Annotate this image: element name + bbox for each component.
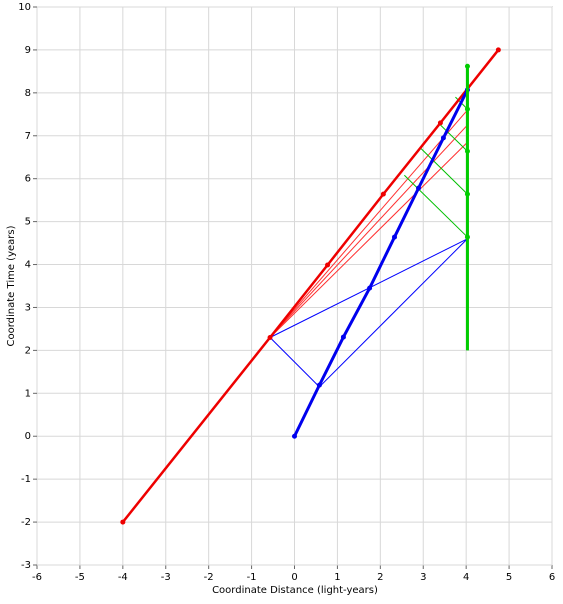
y-tick-label: 7: [25, 131, 31, 142]
point: [380, 191, 386, 197]
point: [416, 185, 422, 191]
point: [292, 433, 297, 439]
x-tick-label: 4: [463, 572, 469, 583]
point: [464, 234, 470, 240]
point: [367, 285, 373, 291]
line: [269, 141, 468, 338]
point: [267, 335, 273, 341]
y-tick-label: 4: [25, 260, 31, 271]
x-tick-label: -1: [247, 572, 257, 583]
point: [391, 234, 397, 240]
line: [269, 124, 468, 338]
y-tick-label: 1: [25, 388, 31, 399]
point: [120, 519, 126, 525]
y-tick-label: -3: [21, 560, 31, 571]
line: [293, 89, 469, 437]
x-tick-label: 0: [291, 572, 297, 583]
y-tick-label: 9: [25, 45, 31, 56]
x-tick-label: 6: [549, 572, 555, 583]
y-tick-label: 2: [25, 345, 31, 356]
x-tick-label: 1: [334, 572, 340, 583]
y-tick-label: 0: [25, 431, 31, 442]
x-tick-label: -6: [32, 572, 42, 583]
point: [440, 135, 446, 141]
line: [404, 174, 468, 238]
point: [437, 120, 443, 126]
x-tick-label: -2: [204, 572, 214, 583]
x-tick-label: -3: [161, 572, 171, 583]
x-tick-label: 2: [377, 572, 383, 583]
line: [437, 122, 468, 152]
y-tick-label: -1: [21, 474, 31, 485]
point: [340, 334, 346, 340]
y-tick-label: -2: [21, 517, 31, 528]
line: [269, 109, 468, 338]
point: [464, 63, 470, 69]
point: [495, 47, 501, 53]
y-tick-label: 8: [25, 88, 31, 99]
y-axis-title: Coordinate Time (years): [6, 225, 17, 346]
point: [316, 382, 322, 388]
line: [420, 148, 468, 195]
x-axis-title: Coordinate Distance (light-years): [212, 585, 378, 596]
y-tick-label: 6: [25, 174, 31, 185]
y-tick-label: 5: [25, 217, 31, 228]
point: [464, 191, 470, 197]
y-tick-label: 3: [25, 302, 31, 313]
point: [325, 262, 331, 268]
point: [464, 106, 470, 112]
y-tick-label: 10: [18, 2, 31, 13]
x-tick-label: 5: [506, 572, 512, 583]
x-tick-label: 3: [420, 572, 426, 583]
x-tick-label: -4: [118, 572, 128, 583]
point: [464, 148, 470, 154]
x-tick-label: -5: [75, 572, 85, 583]
line: [121, 49, 500, 523]
